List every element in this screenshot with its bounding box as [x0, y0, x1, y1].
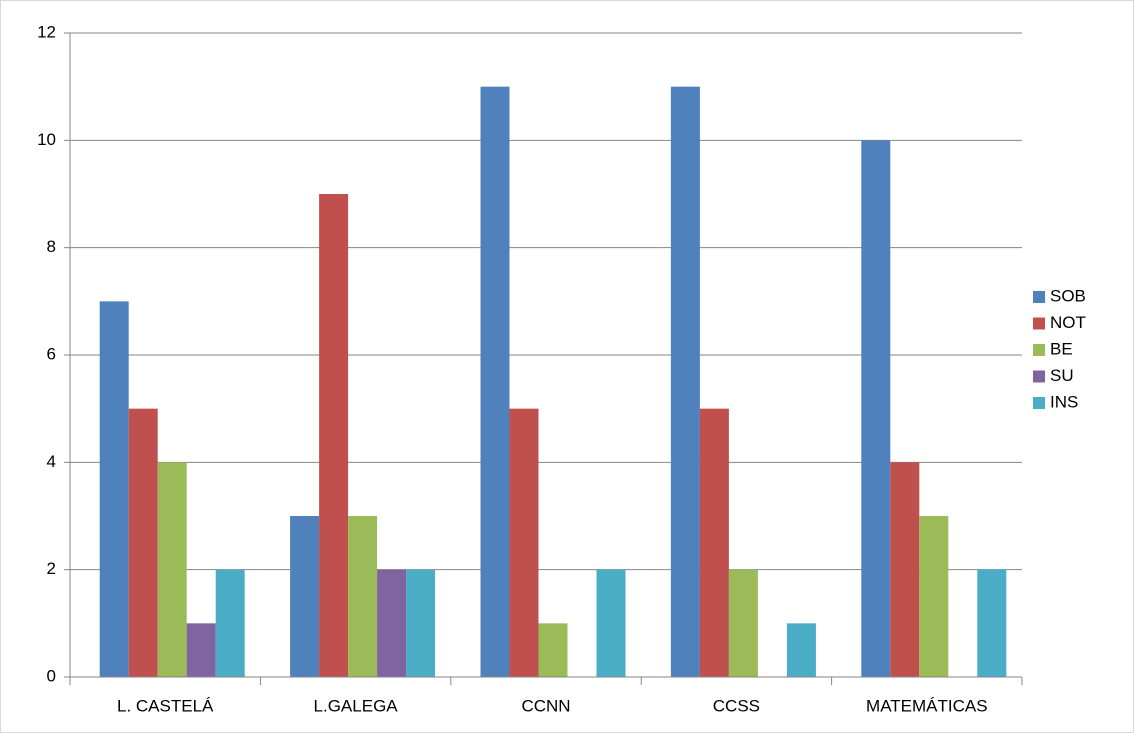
bar — [509, 408, 539, 677]
bar — [157, 462, 187, 677]
bar — [890, 462, 920, 677]
bar — [290, 516, 320, 677]
bar — [786, 623, 816, 677]
legend-swatch — [1033, 344, 1045, 356]
y-tick-label: 8 — [47, 237, 56, 256]
legend-label: NOT — [1050, 313, 1086, 332]
legend-swatch — [1033, 397, 1045, 409]
bar — [377, 569, 407, 677]
bar — [538, 623, 568, 677]
bar — [99, 301, 129, 677]
legend-swatch — [1033, 317, 1045, 330]
bar — [670, 86, 700, 677]
y-tick-label: 10 — [37, 130, 56, 149]
bar — [215, 569, 245, 677]
bar — [186, 623, 216, 677]
bar — [861, 140, 891, 678]
x-tick-label: L.GALEGA — [314, 696, 399, 715]
bar — [977, 569, 1007, 677]
bar — [128, 408, 158, 677]
bar — [480, 86, 510, 677]
x-tick-label: MATEMÁTICAS — [866, 696, 988, 715]
y-tick-label: 0 — [47, 666, 56, 685]
legend-swatch — [1033, 370, 1045, 383]
legend-label: SOB — [1050, 286, 1086, 305]
y-tick-label: 2 — [47, 559, 56, 578]
x-tick-label: CCSS — [713, 696, 760, 715]
bar — [348, 516, 378, 677]
legend-label: SU — [1050, 366, 1074, 385]
y-tick-label: 12 — [37, 22, 56, 41]
bar — [596, 569, 626, 677]
x-tick-label: L. CASTELÁ — [117, 696, 214, 715]
bar — [728, 569, 758, 677]
y-tick-label: 6 — [47, 344, 56, 363]
bar — [406, 569, 436, 677]
legend-label: INS — [1050, 392, 1078, 411]
bar — [319, 194, 349, 677]
bar — [919, 516, 949, 677]
x-tick-label: CCNN — [521, 696, 570, 715]
legend-label: BE — [1050, 339, 1073, 358]
legend-swatch — [1033, 291, 1045, 303]
y-tick-label: 4 — [47, 452, 56, 471]
bar — [699, 408, 729, 677]
